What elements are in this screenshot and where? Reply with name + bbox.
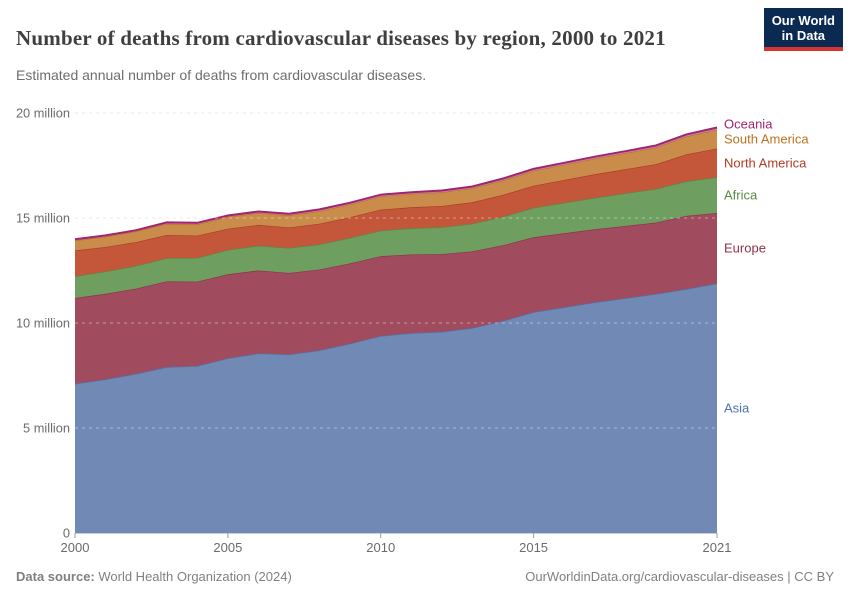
legend-label-oceania[interactable]: Oceania [724,116,773,132]
legend-label-south-america[interactable]: South America [724,131,809,147]
x-axis-label-2010: 2010 [366,540,395,555]
owid-logo[interactable]: Our World in Data [763,8,843,51]
area-south-america[interactable] [75,129,717,251]
data-source-value: World Health Organization (2024) [94,569,292,584]
legend-label-north-america[interactable]: North America [724,155,807,171]
x-axis-label-2021: 2021 [703,540,732,555]
chart-subtitle: Estimated annual number of deaths from c… [16,67,427,83]
data-source-note: Data source: World Health Organization (… [16,569,292,584]
area-africa[interactable] [75,177,717,298]
legend-label-asia[interactable]: Asia [724,400,750,416]
area-asia[interactable] [75,283,717,534]
line-oceania [74,126,718,241]
x-axis-label-2000: 2000 [61,540,90,555]
owid-logo-line1: Our World [771,13,835,28]
x-axis-label-2005: 2005 [213,540,242,555]
y-axis-label-15: 15 million [16,211,70,226]
owid-logo-line2: in Data [781,28,826,43]
page-title: Number of deaths from cardiovascular dis… [16,26,666,51]
owid-credit-link[interactable]: OurWorldinData.org/cardiovascular-diseas… [525,569,834,584]
area-europe[interactable] [75,213,717,384]
data-source-label: Data source: [16,569,95,584]
y-axis-label-5: 5 million [23,421,70,436]
y-axis-label-0: 0 [63,526,70,541]
y-axis-label-10: 10 million [16,316,70,331]
area-north-america[interactable] [75,148,717,277]
legend-label-europe[interactable]: Europe [724,240,766,256]
y-axis-label-20: 20 million [16,106,70,121]
x-axis-label-2015: 2015 [519,540,548,555]
legend-label-africa[interactable]: Africa [724,187,758,203]
